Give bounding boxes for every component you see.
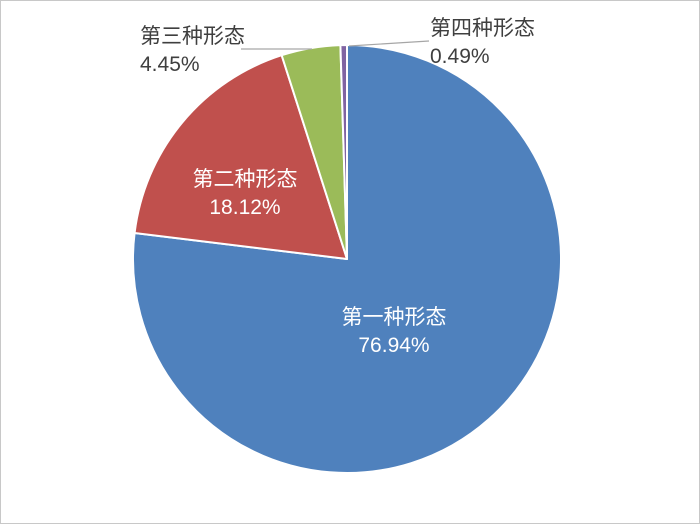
data-label-slice-4: 第四种形态 0.49% [430, 15, 535, 71]
data-label-slice-1-value: 76.94% [358, 334, 430, 357]
data-label-slice-1: 第一种形态 76.94% [342, 304, 447, 360]
data-label-slice-4-value: 0.49% [430, 45, 490, 68]
pie-slice-4 [339, 43, 348, 260]
data-label-slice-1-name: 第一种形态 [341, 306, 447, 329]
data-label-slice-2-name: 第二种形态 [192, 168, 298, 191]
data-label-slice-3-value: 4.45% [140, 53, 200, 76]
pie-slice-2 [133, 54, 348, 260]
data-label-slice-2: 第二种形态 18.12% [193, 166, 298, 222]
leader-line-slice-4 [348, 40, 430, 47]
pie-slice-1 [132, 44, 562, 474]
data-label-slice-2-value: 18.12% [209, 196, 281, 219]
data-label-slice-3: 第三种形态 4.45% [140, 23, 245, 79]
data-label-slice-4-name: 第四种形态 [430, 17, 535, 40]
data-label-slice-3-name: 第三种形态 [140, 25, 245, 48]
